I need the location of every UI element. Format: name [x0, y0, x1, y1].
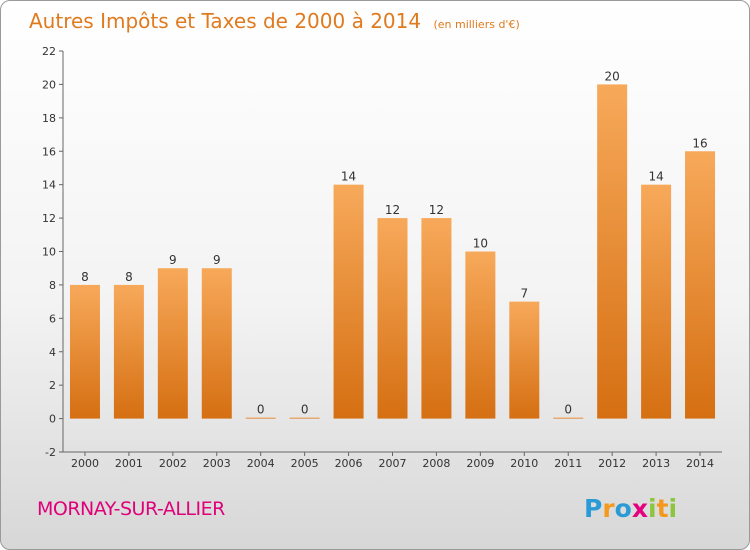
- value-label-2012: 20: [605, 69, 620, 83]
- location-label: MORNAY-SUR-ALLIER: [37, 498, 225, 520]
- bar-2010: [509, 301, 540, 419]
- x-tick-label-2003: 2003: [203, 457, 231, 470]
- bar-2012: [597, 84, 628, 419]
- chart-subtitle: (en milliers d'€): [433, 18, 519, 31]
- bar-2001: [113, 284, 144, 419]
- x-tick-labels: 2000 2001 2002 2003 2004 2005 2006 2007 2008 2009…: [71, 452, 714, 470]
- bar-2013: [641, 184, 672, 419]
- x-tick-label-2011: 2011: [554, 457, 582, 470]
- y-tick-label: 12: [42, 212, 56, 225]
- x-tick-label-2014: 2014: [686, 457, 714, 470]
- x-tick-label-2009: 2009: [466, 457, 494, 470]
- bar-2014: [685, 151, 716, 419]
- value-label-2004: 0: [257, 403, 265, 417]
- bar-2011: [553, 417, 584, 419]
- y-tick-label: 2: [49, 379, 56, 392]
- bar-2006: [333, 184, 364, 419]
- y-tick-label: 18: [42, 112, 56, 125]
- x-tick-label-2005: 2005: [291, 457, 319, 470]
- y-tick-label: -2: [45, 446, 56, 459]
- bar-2005: [289, 417, 320, 419]
- x-tick-label-2012: 2012: [598, 457, 626, 470]
- bar-2002: [157, 268, 188, 419]
- x-tick-label-2004: 2004: [247, 457, 275, 470]
- y-tick-label: 14: [42, 179, 56, 192]
- y-tick-labels: -2 0 2 4 6 8 10 12 14 16 18 20 22: [42, 45, 63, 459]
- value-label-2006: 14: [341, 170, 356, 184]
- bar-2003: [201, 268, 232, 419]
- value-labels: 8 8 9 9 0 0 14 12 12 10 7 0 20 14 16: [81, 69, 708, 416]
- x-tick-label-2008: 2008: [422, 457, 450, 470]
- value-label-2009: 10: [473, 237, 488, 251]
- y-tick-label: 0: [49, 413, 56, 426]
- value-label-2013: 14: [648, 170, 663, 184]
- y-tick-label: 16: [42, 145, 56, 158]
- value-label-2005: 0: [301, 403, 309, 417]
- value-label-2000: 8: [81, 270, 89, 284]
- x-tick-label-2010: 2010: [510, 457, 538, 470]
- value-label-2007: 12: [385, 203, 400, 217]
- x-tick-label-2001: 2001: [115, 457, 143, 470]
- bar-2008: [421, 218, 452, 419]
- y-tick-label: 4: [49, 346, 56, 359]
- x-tick-label-2000: 2000: [71, 457, 99, 470]
- x-tick-label-2002: 2002: [159, 457, 187, 470]
- chart-title: Autres Impôts et Taxes de 2000 à 2014 (e…: [29, 9, 520, 33]
- x-tick-label-2007: 2007: [379, 457, 407, 470]
- y-tick-label: 8: [49, 279, 56, 292]
- value-label-2003: 9: [213, 253, 221, 267]
- bar-2009: [465, 251, 496, 419]
- bar-2007: [377, 218, 408, 419]
- chart-title-text: Autres Impôts et Taxes de 2000 à 2014: [29, 9, 421, 33]
- value-label-2010: 7: [520, 287, 528, 301]
- x-tick-label-2006: 2006: [335, 457, 363, 470]
- value-label-2011: 0: [564, 403, 572, 417]
- y-tick-label: 20: [42, 78, 56, 91]
- y-tick-label: 22: [42, 45, 56, 58]
- x-tick-label-2013: 2013: [642, 457, 670, 470]
- brand-logo-text: Proxiti: [584, 494, 677, 523]
- y-tick-label: 10: [42, 246, 56, 259]
- proxiti-logo: Proxiti: [584, 494, 677, 523]
- bar-2004: [245, 417, 276, 419]
- value-label-2002: 9: [169, 253, 177, 267]
- bars: [69, 84, 716, 419]
- value-label-2001: 8: [125, 270, 133, 284]
- bar-2000: [69, 284, 100, 419]
- value-label-2008: 12: [429, 203, 444, 217]
- y-tick-label: 6: [49, 312, 56, 325]
- value-label-2014: 16: [692, 136, 707, 150]
